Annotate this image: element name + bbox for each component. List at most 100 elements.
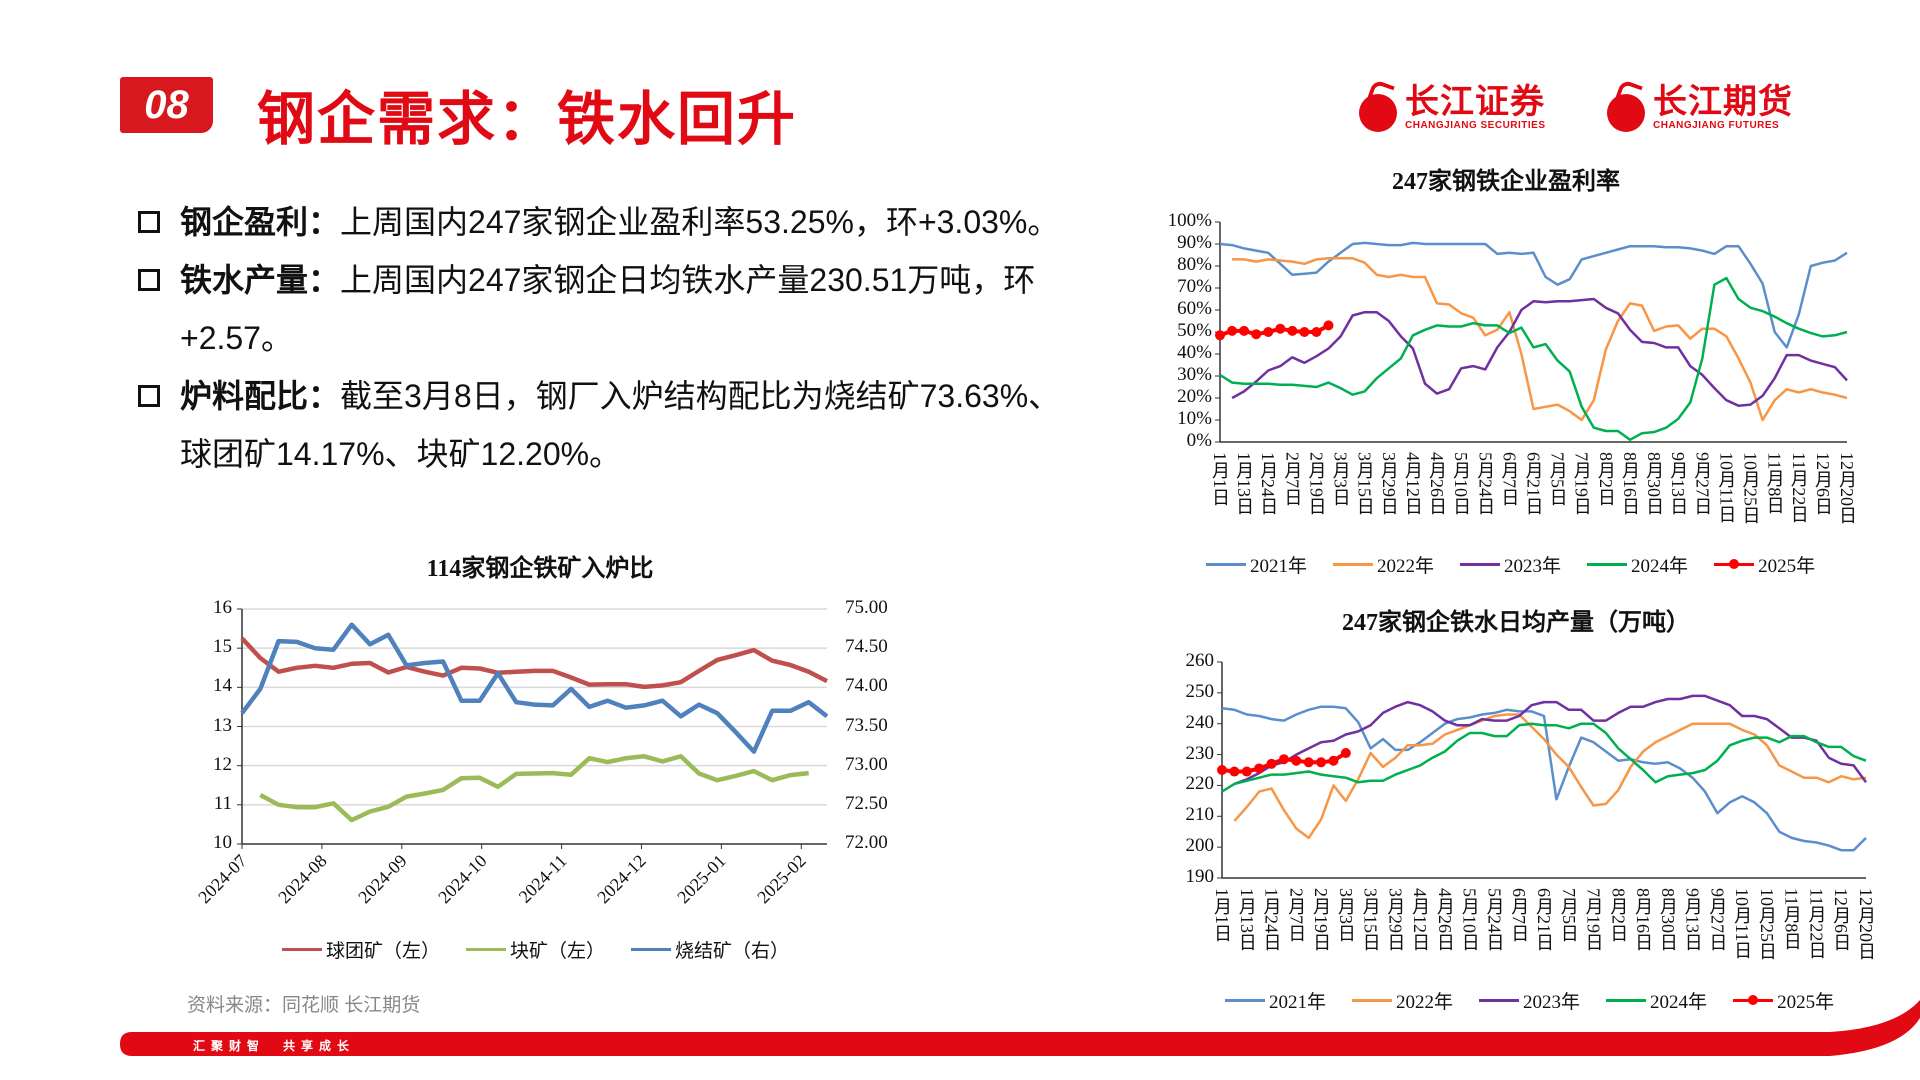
data-point-marker <box>1328 755 1339 766</box>
dragon-emblem-icon <box>1603 80 1649 134</box>
chart-hot-metal <box>1217 661 1868 879</box>
y-axis-label: 10% <box>1177 408 1212 429</box>
x-axis-label: 11月22日 <box>1806 888 1827 960</box>
y-axis-label: 60% <box>1177 298 1212 319</box>
x-axis-label: 7月19日 <box>1583 888 1604 951</box>
legend-swatch <box>1460 563 1501 566</box>
logo-changjiang-securities: 长江证券 CHANGJIANG SECURITIES <box>1355 80 1546 134</box>
footer-slogan: 汇聚财智 共享成长 <box>193 1039 356 1053</box>
legend-swatch <box>1606 999 1647 1002</box>
data-point-marker <box>1340 748 1351 759</box>
data-point-marker <box>1254 763 1265 774</box>
x-axis-label: 9月27日 <box>1692 452 1713 515</box>
y-axis-label: 30% <box>1177 364 1212 385</box>
y-axis-label: 240 <box>1185 711 1215 733</box>
series-line-2024年 <box>1219 276 1848 442</box>
x-axis-label: 4月26日 <box>1434 888 1455 951</box>
data-point-marker <box>1251 329 1262 340</box>
legend-label: 2025年 <box>1777 992 1835 1013</box>
y-axis-label: 210 <box>1185 804 1215 826</box>
bullet-label: 铁水产量： <box>180 262 341 298</box>
x-axis-label: 10月25日 <box>1756 888 1777 960</box>
series-line-0 <box>240 636 829 690</box>
legend-swatch <box>1714 559 1755 569</box>
legend-item: 2021年 <box>1206 551 1307 578</box>
x-axis-label: 3月29日 <box>1385 888 1406 951</box>
data-point-marker <box>1287 325 1298 336</box>
chart-title-profit-rate: 247家钢铁企业盈利率 <box>1392 169 1620 195</box>
y-axis-label: 230 <box>1185 742 1215 764</box>
legend-label: 2022年 <box>1396 992 1454 1013</box>
legend-item: 2024年 <box>1606 987 1707 1014</box>
x-axis-label: 2月7日 <box>1282 452 1303 506</box>
x-axis-label: 7月5日 <box>1558 888 1579 942</box>
data-point-marker <box>1275 323 1286 334</box>
series-line-1 <box>259 754 809 823</box>
legend-item: 块矿（左） <box>466 936 605 963</box>
y-axis-label: 200 <box>1185 835 1215 857</box>
chart-title-iron-ore-ratio: 114家钢企铁矿入炉比 <box>426 556 654 582</box>
x-axis-label: 10月11日 <box>1732 888 1753 960</box>
bullet-text: 球团矿14.17%、块矿12.20%。 <box>180 436 622 472</box>
x-axis-label: 11月8日 <box>1781 888 1802 951</box>
series-line-2022年 <box>1233 713 1867 840</box>
y-axis-label: 70% <box>1177 276 1212 297</box>
logo-cn: 长江期货 <box>1653 82 1793 121</box>
x-axis-label: 10月11日 <box>1716 452 1737 524</box>
x-axis-label: 1月24日 <box>1258 452 1279 515</box>
x-axis-label: 6月21日 <box>1534 888 1554 951</box>
square-bullet-icon <box>138 269 160 291</box>
legend-item: 球团矿（左） <box>282 936 440 963</box>
x-axis-label: 3月15日 <box>1354 452 1375 515</box>
x-axis-label: 3月3日 <box>1335 888 1356 942</box>
bullet-text: +2.57。 <box>180 320 293 356</box>
dragon-emblem-icon <box>1355 80 1401 134</box>
legend-label: 2024年 <box>1650 992 1708 1013</box>
legend-swatch <box>282 948 322 951</box>
legend-label: 2021年 <box>1269 992 1327 1013</box>
legend-swatch <box>1587 563 1628 566</box>
data-point-marker <box>1316 757 1327 768</box>
square-bullet-icon <box>138 211 160 233</box>
x-axis-label: 12月6日 <box>1831 888 1852 951</box>
x-axis-label: 1月1日 <box>1212 888 1232 942</box>
x-axis-label: 3月29日 <box>1378 452 1399 515</box>
x-axis-label: 5月24日 <box>1475 452 1496 515</box>
logo-changjiang-futures: 长江期货 CHANGJIANG FUTURES <box>1603 80 1793 134</box>
x-axis-label: 11月8日 <box>1764 452 1785 515</box>
legend-label: 球团矿（左） <box>326 941 441 962</box>
legend-item: 2025年 <box>1733 987 1834 1014</box>
legend-label: 2024年 <box>1631 556 1689 577</box>
legend-swatch <box>1333 563 1374 566</box>
y-axis-label: 220 <box>1185 773 1215 795</box>
legend-item: 2024年 <box>1587 551 1688 578</box>
x-axis-label: 3月3日 <box>1330 452 1351 506</box>
y-axis-left-label: 10 <box>213 832 232 853</box>
x-axis-label: 8月2日 <box>1595 452 1616 506</box>
x-axis-label: 1月13日 <box>1234 452 1255 515</box>
logo-en: CHANGJIANG FUTURES <box>1653 119 1780 131</box>
x-axis-label: 2月19日 <box>1311 888 1332 951</box>
y-axis-label: 40% <box>1177 342 1212 363</box>
x-axis-label: 4月12日 <box>1402 452 1423 515</box>
series-line-2023年 <box>1231 297 1848 407</box>
y-axis-label: 190 <box>1185 866 1215 887</box>
data-source: 资料来源：同花顺 长江期货 <box>187 995 421 1016</box>
legend-swatch <box>1479 999 1520 1002</box>
legend-item: 2022年 <box>1333 551 1434 578</box>
x-axis-label: 5月24日 <box>1484 888 1505 951</box>
x-axis-label: 2月7日 <box>1286 888 1307 942</box>
series-line-2025年 <box>1219 323 1330 338</box>
x-axis-label: 12月6日 <box>1812 452 1833 515</box>
y-axis-right-label: 72.00 <box>845 832 888 853</box>
series-line-2021年 <box>1221 705 1867 852</box>
data-point-marker <box>1263 327 1274 337</box>
series-line-2021年 <box>1219 241 1848 349</box>
page-title: 钢企需求：铁水回升 <box>257 87 798 152</box>
square-bullet-icon <box>138 385 160 407</box>
data-point-marker <box>1311 327 1322 337</box>
legend-swatch <box>631 948 672 951</box>
legend-label: 2023年 <box>1523 992 1581 1013</box>
data-point-marker <box>1227 325 1238 336</box>
